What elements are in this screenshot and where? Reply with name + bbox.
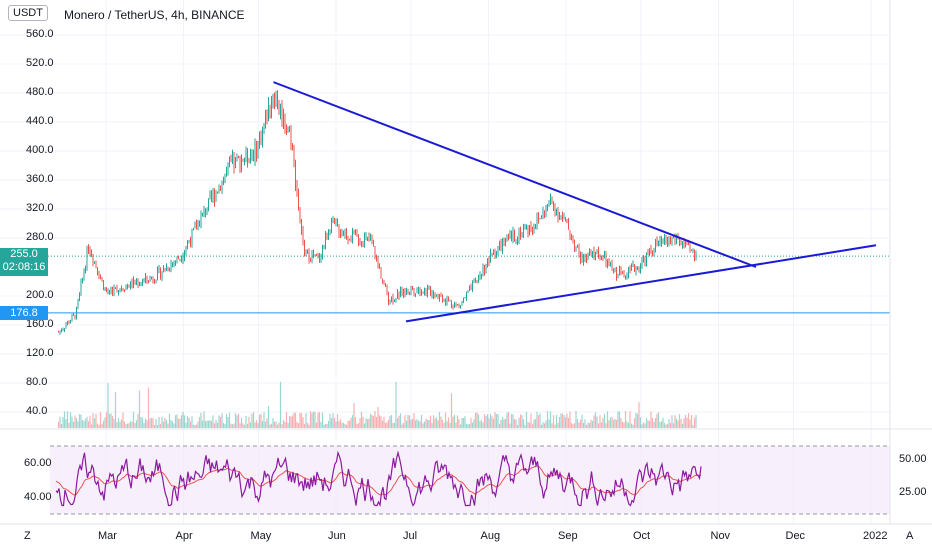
current-price-badge: 255.0 02:08:16	[0, 248, 48, 276]
rsi-axis-label-60: 60.00	[24, 457, 52, 469]
price-axis-label: 160.0	[26, 318, 54, 330]
time-axis-label: Dec	[785, 530, 806, 542]
price-axis-label: 360.0	[26, 173, 54, 185]
lower-trendline[interactable]	[405, 244, 877, 323]
time-axis-label: Sep	[558, 530, 578, 542]
price-axis-label: 520.0	[26, 57, 54, 69]
price-axis-label: 80.0	[26, 376, 48, 388]
price-axis-label: 480.0	[26, 86, 54, 98]
candle-countdown: 02:08:16	[2, 261, 46, 273]
rsi-right-label-25: 25.00	[899, 486, 927, 498]
price-axis-label: 200.0	[26, 289, 54, 301]
time-axis-label: Mar	[98, 530, 117, 542]
price-axis-label: 320.0	[26, 202, 54, 214]
auto-scale-button[interactable]: A	[906, 530, 914, 542]
price-axis-label: 40.0	[26, 405, 48, 417]
level-price-badge: 176.8	[0, 306, 48, 320]
upper-trendline[interactable]	[273, 81, 757, 268]
price-axis-label: 440.0	[26, 115, 54, 127]
price-candles	[58, 90, 697, 335]
rsi-right-label-50: 50.00	[899, 453, 927, 465]
time-axis-label: Jun	[328, 530, 346, 542]
zoom-button[interactable]: Z	[24, 530, 31, 542]
currency-button[interactable]: USDT	[8, 5, 48, 21]
time-axis-label: Jul	[403, 530, 418, 542]
rsi-signal-line	[55, 465, 702, 496]
time-axis-label: Nov	[710, 530, 731, 542]
price-axis-label: 560.0	[26, 28, 54, 40]
time-axis-label: May	[250, 530, 272, 542]
time-axis-label: 2022	[863, 530, 888, 542]
rsi-pane	[50, 445, 890, 515]
time-axis-label: Oct	[633, 530, 651, 542]
price-axis-label: 280.0	[26, 231, 54, 243]
volume-bars	[57, 381, 697, 428]
rsi-line	[55, 450, 702, 508]
symbol-title: Monero / TetherUS, 4h, BINANCE	[64, 8, 245, 22]
current-price-value: 255.0	[10, 248, 38, 260]
price-axis-label: 400.0	[26, 144, 54, 156]
chart-grid	[0, 0, 890, 524]
rsi-axis-label-40: 40.00	[24, 491, 52, 503]
time-axis-label: Aug	[480, 530, 501, 542]
time-axis-label: Apr	[175, 530, 193, 542]
price-axis-label: 120.0	[26, 347, 54, 359]
